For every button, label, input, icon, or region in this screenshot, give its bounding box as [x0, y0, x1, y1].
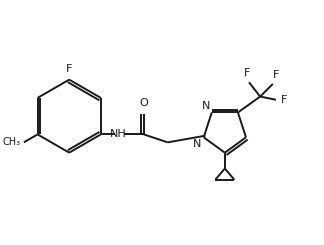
Text: F: F	[244, 68, 251, 78]
Text: F: F	[66, 64, 72, 74]
Text: F: F	[273, 70, 279, 80]
Text: F: F	[281, 95, 287, 105]
Text: O: O	[139, 98, 148, 108]
Text: N: N	[202, 101, 210, 111]
Text: NH: NH	[110, 129, 127, 139]
Text: CH₃: CH₃	[3, 137, 21, 147]
Text: N: N	[193, 139, 201, 149]
